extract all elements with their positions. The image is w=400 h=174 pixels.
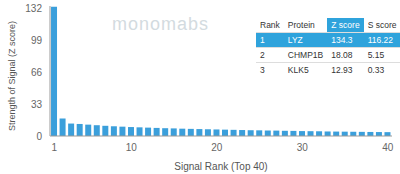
- html-text:18.08: 18.08: [331, 50, 353, 60]
- html-text:0.33: 0.33: [367, 65, 385, 75]
- html-text:LYZ: LYZ: [287, 35, 303, 45]
- svg-text:40: 40: [382, 142, 392, 153]
- html-text:CHMP1B: CHMP1B: [287, 50, 324, 60]
- svg-text:20: 20: [211, 142, 223, 153]
- html-text:5.15: 5.15: [367, 50, 385, 60]
- html-text:KLK5: KLK5: [287, 65, 309, 75]
- svg-text:Signal Rank (Top 40): Signal Rank (Top 40): [174, 161, 267, 172]
- html-text:monomabs: monomabs: [112, 14, 209, 34]
- html-text:Z score: Z score: [331, 20, 360, 30]
- html-text:Rank: Rank: [260, 20, 280, 30]
- svg-text:99: 99: [31, 35, 43, 46]
- html-text:12.93: 12.93: [331, 65, 353, 75]
- svg-text:132: 132: [25, 3, 42, 14]
- svg-text:30: 30: [297, 142, 309, 153]
- html-text:2: 2: [260, 50, 265, 60]
- html-text:3: 3: [260, 65, 265, 75]
- html-text:1: 1: [260, 35, 265, 45]
- svg-text:1: 1: [51, 142, 57, 153]
- html-text:S score: S score: [367, 20, 397, 30]
- svg-text:10: 10: [126, 142, 138, 153]
- html-text:134.3: 134.3: [331, 35, 353, 45]
- html-text:Protein: Protein: [287, 20, 315, 30]
- html-text:116.22: 116.22: [367, 35, 393, 45]
- svg-text:0: 0: [36, 131, 42, 142]
- svg-text:33: 33: [31, 99, 43, 110]
- svg-text:66: 66: [31, 67, 43, 78]
- svg-text:Strength of Signal (Z score): Strength of Signal (Z score): [8, 21, 17, 131]
